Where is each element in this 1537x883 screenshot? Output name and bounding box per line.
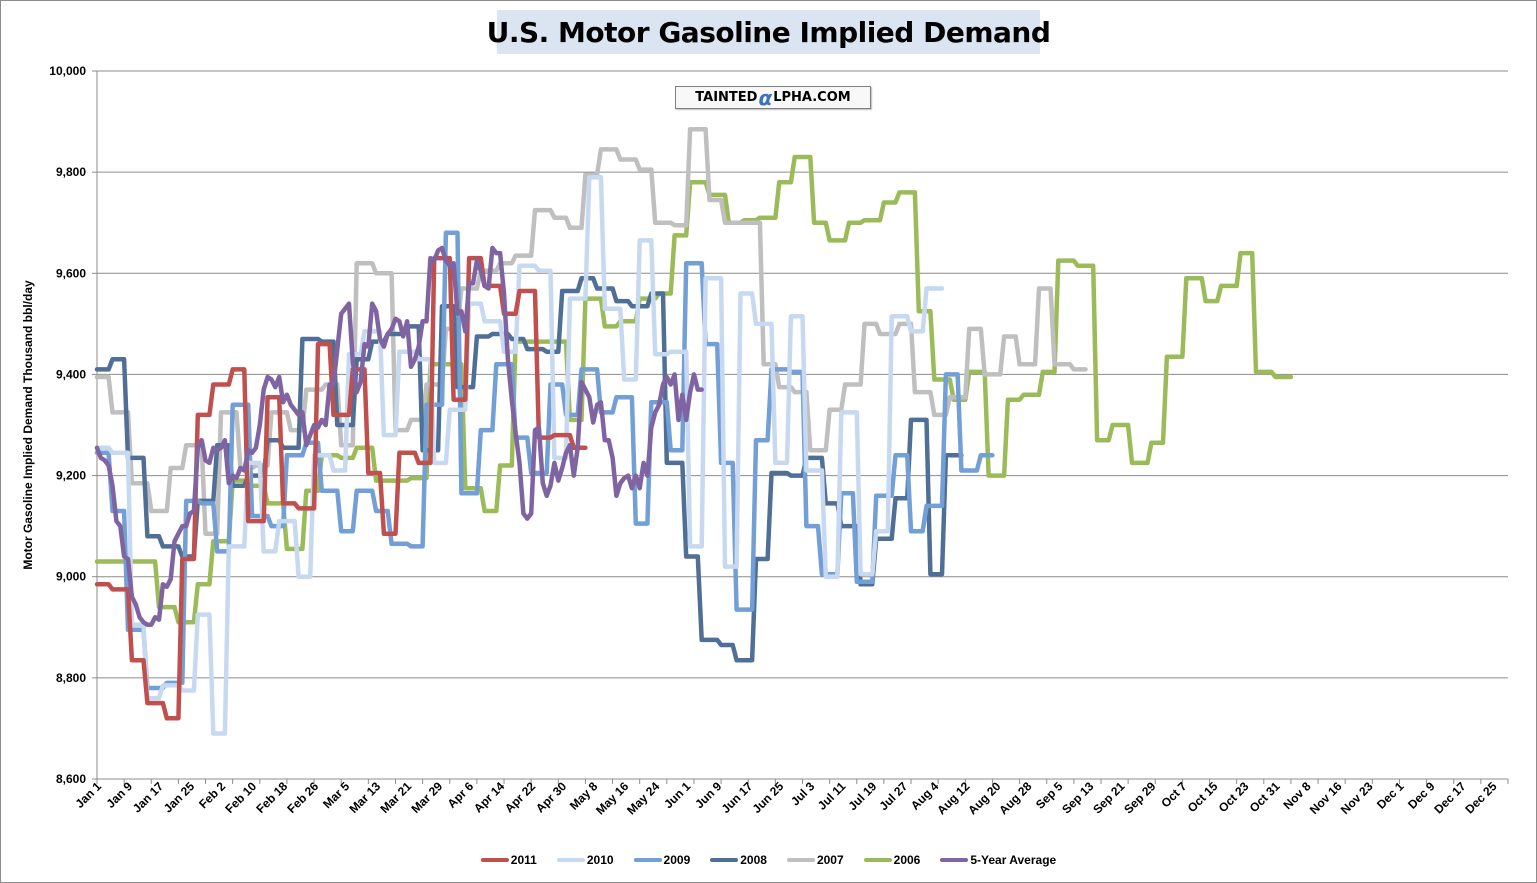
watermark-text-1: TAINTED — [695, 90, 758, 105]
legend-swatch — [786, 858, 815, 862]
x-tick-label: Sep 21 — [1090, 779, 1127, 816]
x-tick-label: Sep 29 — [1121, 779, 1158, 816]
legend-label: 5-Year Average — [970, 853, 1057, 867]
legend-label: 2011 — [510, 853, 537, 867]
x-tick-label: May 24 — [624, 779, 662, 817]
x-tick-label: Mar 13 — [346, 779, 383, 816]
legend-swatch — [710, 858, 739, 862]
y-tick-label: 10,000 — [49, 64, 86, 78]
legend-item: 2008 — [710, 853, 767, 867]
watermark-logo: TAINTED α LPHA.COM — [675, 86, 871, 109]
x-tick-label: Jul 11 — [815, 779, 849, 813]
legend-swatch — [940, 858, 969, 862]
series-line-5-year-average — [94, 245, 704, 628]
series-lines — [94, 126, 1294, 736]
x-tick-label: Jan 17 — [130, 779, 167, 816]
x-tick-label: Aug 28 — [996, 779, 1034, 817]
legend-swatch — [556, 858, 585, 862]
watermark-alpha: α — [758, 85, 773, 110]
x-tick-label: Dec 1 — [1374, 779, 1407, 812]
legend-label: 2007 — [816, 853, 844, 867]
x-tick-label: Oct 31 — [1247, 779, 1283, 815]
x-tick-label: Feb 26 — [284, 779, 321, 816]
x-tick-label: Feb 10 — [222, 779, 259, 816]
y-tick-label: 9,200 — [56, 469, 86, 483]
x-tick-label: Oct 23 — [1216, 779, 1252, 815]
legend-item: 2009 — [633, 853, 691, 867]
legend-item: 2007 — [786, 853, 844, 867]
x-tick-label: Aug 12 — [934, 779, 972, 817]
legend-swatch — [863, 858, 892, 862]
legend-swatch — [480, 858, 509, 862]
legend-label: 2009 — [663, 853, 691, 867]
x-tick-label: Dec 25 — [1462, 779, 1499, 816]
x-tick-label: Jul 19 — [845, 779, 879, 813]
legend-item: 2011 — [480, 853, 537, 867]
y-tick-label: 9,400 — [56, 367, 86, 381]
series-line-2011 — [94, 255, 588, 721]
y-tick-label: 8,600 — [56, 772, 86, 786]
x-tick-label: Jun 25 — [750, 779, 787, 816]
x-tick-label: Dec 17 — [1431, 779, 1468, 816]
legend-label: 2008 — [740, 853, 767, 867]
x-tick-label: Sep 13 — [1059, 779, 1096, 816]
legend-label: 2006 — [893, 853, 921, 867]
legend-item: 5-Year Average — [940, 853, 1056, 867]
x-tick-label: Mar 21 — [377, 779, 414, 816]
y-tick-label: 8,800 — [56, 671, 86, 685]
x-tick-label: Nov 23 — [1338, 779, 1376, 817]
x-tick-label: Jul 3 — [788, 779, 817, 808]
x-tick-label: Jun 17 — [719, 779, 756, 816]
axes — [96, 71, 1509, 784]
legend: 2011 2010 2009 2008 2007 2006 5-Year Average — [0, 851, 1537, 869]
legend-item: 2006 — [863, 853, 921, 867]
series-line-2008 — [94, 276, 964, 663]
x-tick-label: Jul 27 — [876, 779, 910, 813]
x-tick-label: Feb 18 — [253, 779, 290, 816]
y-tick-label: 9,800 — [56, 165, 86, 179]
legend-label: 2010 — [586, 853, 614, 867]
y-tick-label: 9,600 — [56, 266, 86, 280]
legend-item: 2010 — [556, 853, 614, 867]
legend-swatch — [633, 858, 662, 862]
x-tick-label: Apr 22 — [502, 779, 539, 816]
chart-title: U.S. Motor Gasoline Implied Demand — [486, 15, 1051, 49]
x-tick-label: May 16 — [593, 779, 631, 817]
x-tick-label: Apr 14 — [471, 779, 508, 816]
x-tick-label: Jan 25 — [161, 779, 198, 816]
x-tick-label: Nov 16 — [1307, 779, 1345, 817]
y-tick-labels: 8,600 8,800 9,000 9,200 9,400 9,600 9,800 10,00… — [49, 64, 86, 786]
x-tick-label: Apr 30 — [533, 779, 570, 816]
watermark-text-2: LPHA.COM — [773, 90, 851, 105]
x-tick-label: Oct 15 — [1185, 779, 1221, 815]
y-tick-label: 9,000 — [56, 570, 86, 584]
x-tick-label: Mar 29 — [408, 779, 445, 816]
x-tick-label: Jun 1 — [661, 779, 693, 811]
chart-title-box: U.S. Motor Gasoline Implied Demand — [487, 10, 1051, 54]
x-tick-label: Aug 20 — [965, 779, 1003, 817]
